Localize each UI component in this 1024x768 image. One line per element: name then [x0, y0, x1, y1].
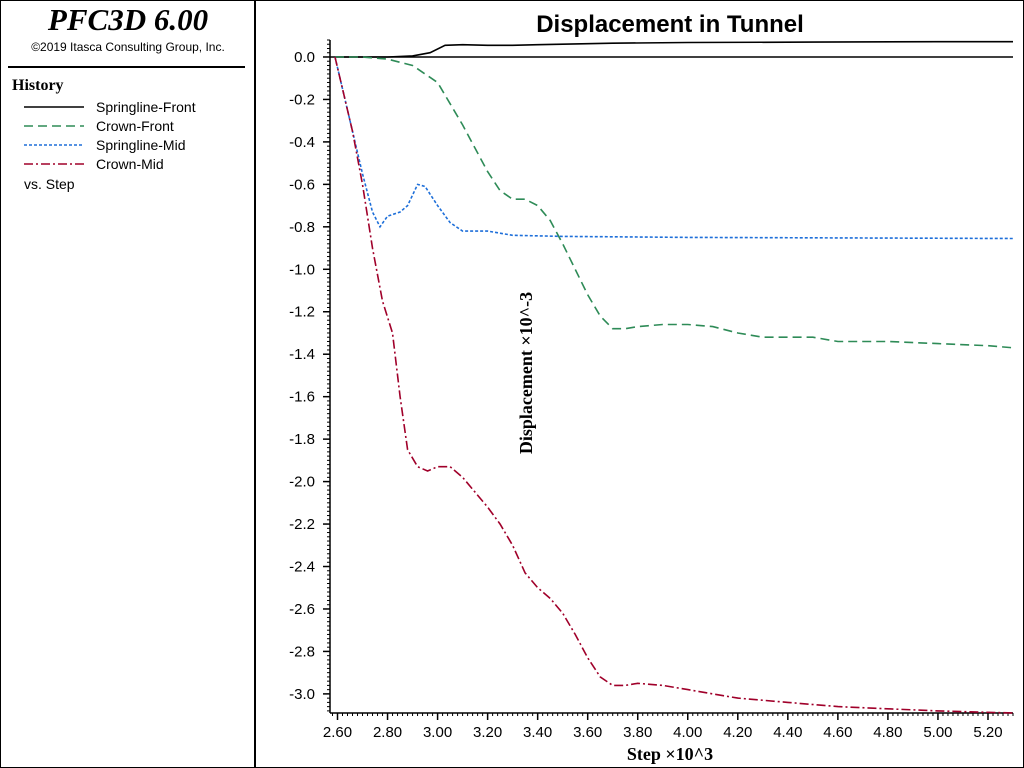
legend-item-springline-front: Springline-Front: [24, 99, 249, 118]
x-tick-label: 2.80: [373, 724, 402, 741]
legend-label: Springline-Mid: [96, 137, 186, 153]
chart: Displacement in Tunnel 0.0 -0.2 -0.4 -0.6 -0…: [289, 11, 1014, 764]
y-tick-label: -2.4: [289, 559, 315, 576]
series-line-crown-front: [335, 56, 1014, 349]
y-tick-label: -2.6: [289, 601, 315, 618]
x-tick-label: 4.00: [673, 724, 702, 741]
legend-swatch-springline-mid: [24, 144, 84, 146]
y-tick-label: -1.8: [289, 431, 315, 448]
legend-item-springline-mid: Springline-Mid: [24, 137, 249, 156]
x-tick-label: 3.80: [623, 724, 652, 741]
x-tick-label: 3.20: [473, 724, 502, 741]
x-tick-label: 3.40: [523, 724, 552, 741]
legend-item-crown-front: Crown-Front: [24, 118, 249, 137]
legend-label: Springline-Front: [96, 99, 196, 115]
y-tick-label: -0.2: [289, 91, 315, 108]
legend-label: Crown-Front: [96, 118, 174, 134]
x-tick-label: 4.20: [723, 724, 752, 741]
copyright-notice: ©2019 Itasca Consulting Group, Inc.: [31, 40, 225, 54]
series-line-springline-front: [335, 40, 1013, 58]
chart-title: Displacement in Tunnel: [536, 11, 804, 38]
y-tick-label: -1.0: [289, 261, 315, 278]
app-title: PFC3D 6.00: [47, 2, 209, 37]
series-line-springline-mid: [334, 56, 1014, 240]
legend-label: Crown-Mid: [96, 156, 164, 172]
x-tick-label: 4.80: [873, 724, 902, 741]
y-tick-label: -2.0: [289, 474, 315, 491]
y-tick-label: -1.6: [289, 389, 315, 406]
chart-axes: 0.0 -0.2 -0.4 -0.6 -0.8 -1.0 -1.2 -1.4 -1.6 -1.8 -…: [289, 39, 1014, 741]
y-tick-label: -2.8: [289, 643, 315, 660]
x-tick-label: 3.00: [423, 724, 452, 741]
legend-heading: History: [12, 77, 64, 94]
x-tick-label: 4.60: [823, 724, 852, 741]
legend-vs-label: vs. Step: [24, 176, 75, 192]
x-axis-label: Step ×10^3: [627, 744, 713, 764]
legend-swatch-crown-mid: [24, 163, 84, 165]
y-tick-label: 0.0: [294, 49, 315, 66]
series-line-crown-mid: [334, 56, 1014, 714]
x-tick-label: 3.60: [573, 724, 602, 741]
x-tick-label: 4.40: [773, 724, 802, 741]
y-tick-label: -1.2: [289, 304, 315, 321]
legend-panel: PFC3D 6.00 ©2019 Itasca Consulting Group…: [0, 0, 256, 768]
y-tick-label: -0.4: [289, 134, 315, 151]
chart-series: [334, 40, 1014, 714]
y-tick-label: -1.4: [289, 346, 315, 363]
x-tick-label: 5.00: [923, 724, 952, 741]
y-axis-label: Displacement ×10^-3: [516, 292, 536, 454]
legend-swatch-springline-front: [24, 106, 84, 108]
y-tick-label: -2.2: [289, 516, 315, 533]
legend-item-crown-mid: Crown-Mid: [24, 156, 249, 175]
y-tick-label: -0.6: [289, 176, 315, 193]
y-tick-label: -0.8: [289, 219, 315, 236]
x-tick-label: 5.20: [973, 724, 1002, 741]
y-tick-label: -3.0: [289, 686, 315, 703]
legend-divider: [8, 66, 245, 68]
legend-swatch-crown-front: [24, 125, 84, 127]
x-tick-label: 2.60: [323, 724, 352, 741]
